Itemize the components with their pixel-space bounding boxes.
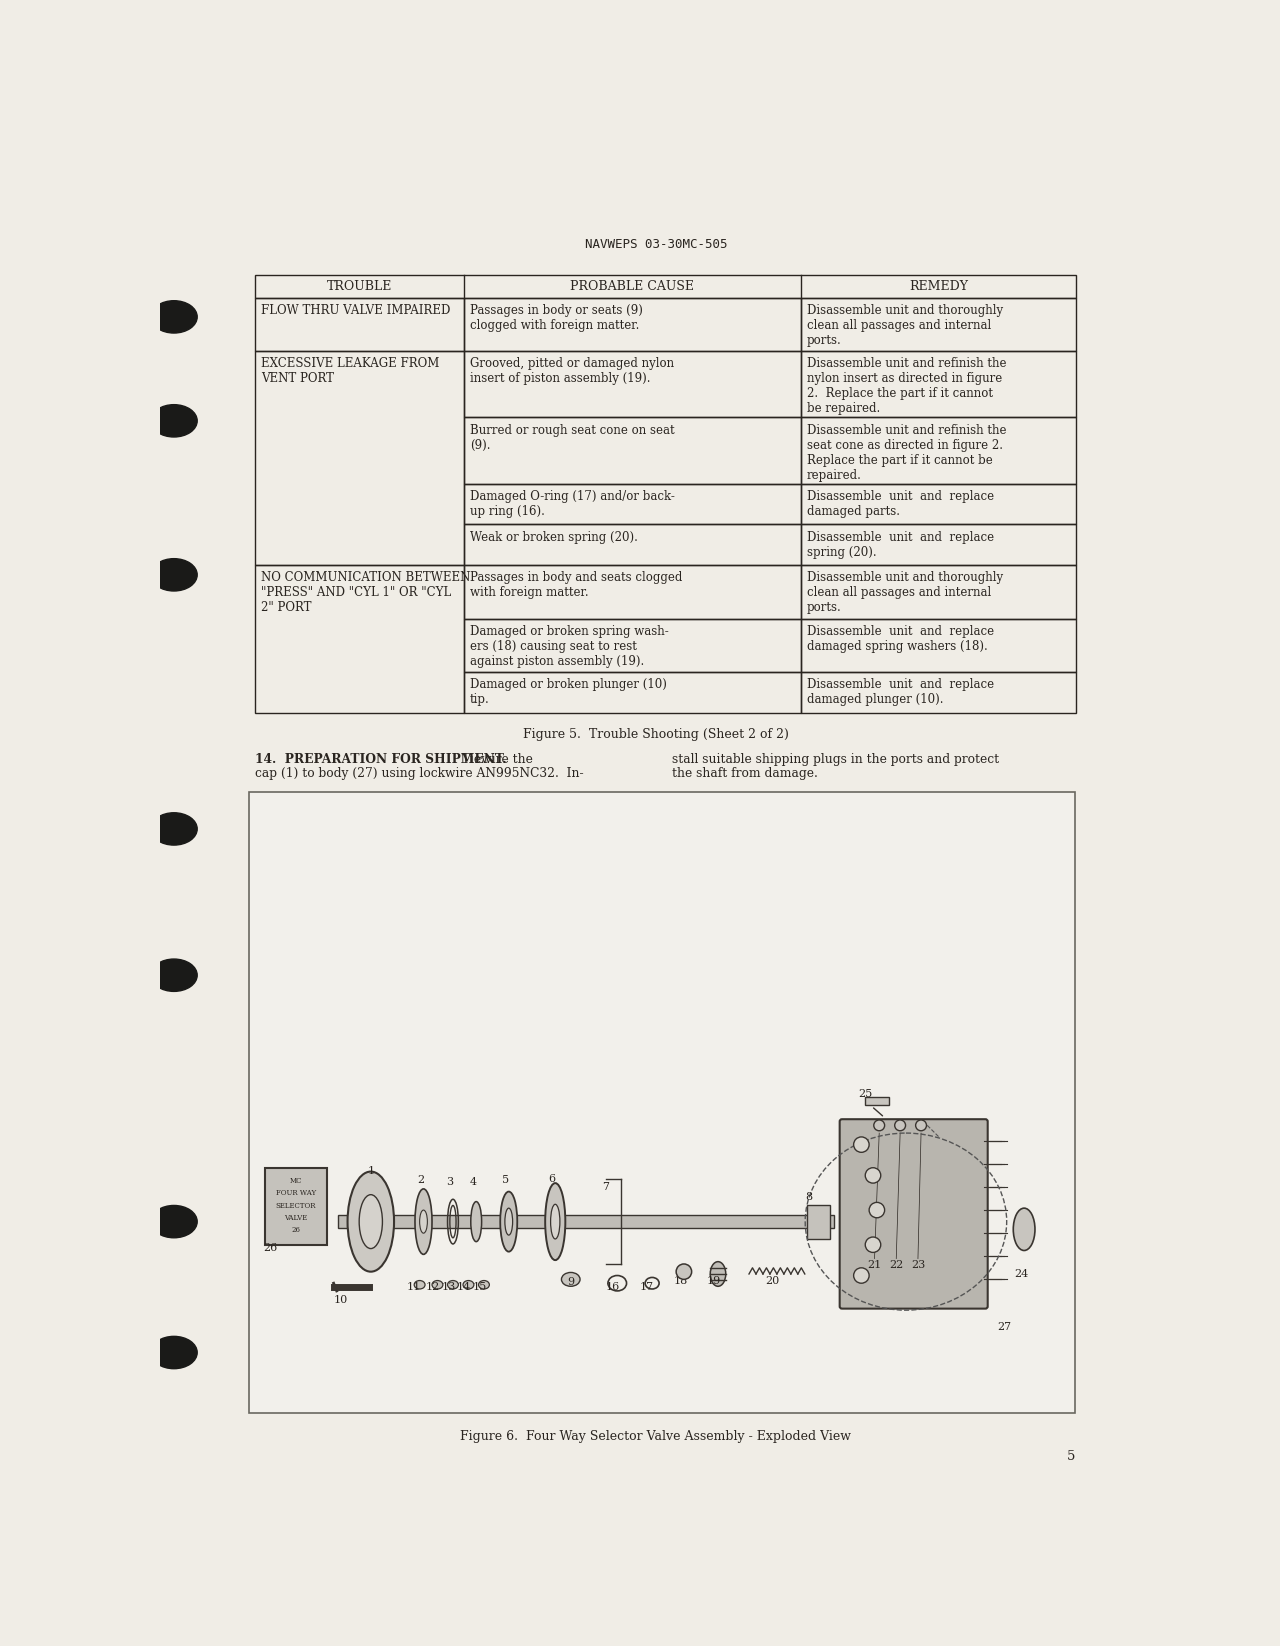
Bar: [801, 298, 1076, 351]
Text: EXCESSIVE LEAKAGE FROM
VENT PORT: EXCESSIVE LEAKAGE FROM VENT PORT: [261, 357, 439, 385]
Ellipse shape: [545, 1183, 566, 1261]
Text: Weak or broken spring (20).: Weak or broken spring (20).: [470, 530, 637, 543]
Text: NO COMMUNICATION BETWEEN
"PRESS" AND "CYL 1" OR "CYL
2" PORT: NO COMMUNICATION BETWEEN "PRESS" AND "CY…: [261, 571, 470, 614]
Ellipse shape: [151, 813, 197, 844]
Text: 24: 24: [1015, 1269, 1029, 1279]
Circle shape: [854, 1137, 869, 1152]
Text: Disassemble  unit  and  replace
spring (20).: Disassemble unit and replace spring (20)…: [808, 530, 995, 558]
Ellipse shape: [710, 1262, 726, 1286]
Bar: [463, 565, 801, 619]
Bar: [250, 792, 1074, 1412]
Bar: [801, 484, 1076, 525]
Ellipse shape: [500, 1192, 517, 1251]
Text: Disassemble unit and thoroughly
clean all passages and internal
ports.: Disassemble unit and thoroughly clean al…: [808, 571, 1004, 614]
Bar: [463, 484, 801, 525]
Text: 23: 23: [911, 1261, 925, 1271]
Text: Grooved, pitted or damaged nylon
insert of piston assembly (19).: Grooved, pitted or damaged nylon insert …: [470, 357, 675, 385]
Bar: [463, 525, 801, 565]
Text: Passages in body and seats clogged
with foreign matter.: Passages in body and seats clogged with …: [470, 571, 682, 599]
Text: 2: 2: [417, 1175, 424, 1185]
Text: SELECTOR: SELECTOR: [275, 1202, 316, 1210]
Text: 13: 13: [442, 1282, 456, 1292]
Bar: [865, 1096, 888, 1104]
Text: Disassemble  unit  and  replace
damaged plunger (10).: Disassemble unit and replace damaged plu…: [808, 678, 995, 706]
Text: 20: 20: [765, 1276, 780, 1286]
Text: Passages in body or seats (9)
clogged with foreign matter.: Passages in body or seats (9) clogged wi…: [470, 305, 643, 332]
Text: 16: 16: [605, 1282, 620, 1292]
Bar: [463, 298, 801, 351]
Ellipse shape: [415, 1281, 425, 1289]
Ellipse shape: [463, 1281, 474, 1289]
Text: 22: 22: [890, 1261, 904, 1271]
Text: 25: 25: [858, 1090, 873, 1100]
Circle shape: [854, 1267, 869, 1284]
Bar: [808, 1205, 831, 1238]
Bar: [255, 565, 463, 713]
Text: PROBABLE CAUSE: PROBABLE CAUSE: [571, 280, 694, 293]
Bar: [801, 565, 1076, 619]
Ellipse shape: [360, 1195, 383, 1249]
Text: FLOW THRU VALVE IMPAIRED: FLOW THRU VALVE IMPAIRED: [261, 305, 451, 316]
Text: 5: 5: [1066, 1450, 1075, 1463]
Text: Disassemble  unit  and  replace
damaged parts.: Disassemble unit and replace damaged par…: [808, 491, 995, 518]
Circle shape: [865, 1238, 881, 1253]
Text: 14.  PREPARATION FOR SHIPMENT.: 14. PREPARATION FOR SHIPMENT.: [255, 754, 506, 765]
Text: Damaged or broken plunger (10)
tip.: Damaged or broken plunger (10) tip.: [470, 678, 667, 706]
Text: Burred or rough seat cone on seat
(9).: Burred or rough seat cone on seat (9).: [470, 423, 675, 451]
Text: 27: 27: [997, 1322, 1011, 1332]
FancyBboxPatch shape: [840, 1119, 988, 1309]
Ellipse shape: [151, 405, 197, 436]
Text: 5: 5: [502, 1175, 509, 1185]
Bar: [463, 672, 801, 713]
Text: Disassemble unit and refinish the
nylon insert as directed in figure
2.  Replace: Disassemble unit and refinish the nylon …: [808, 357, 1006, 415]
Text: 3: 3: [447, 1177, 453, 1187]
Ellipse shape: [471, 1202, 481, 1241]
Ellipse shape: [433, 1281, 443, 1289]
Text: 8: 8: [805, 1192, 813, 1202]
Text: Tiewire the: Tiewire the: [454, 754, 534, 765]
Ellipse shape: [151, 960, 197, 991]
Text: TROUBLE: TROUBLE: [326, 280, 392, 293]
Circle shape: [869, 1202, 884, 1218]
Text: 9: 9: [567, 1277, 575, 1287]
Text: 14: 14: [457, 1282, 471, 1292]
Ellipse shape: [420, 1210, 428, 1233]
Text: 17: 17: [640, 1282, 654, 1292]
Text: Figure 6.  Four Way Selector Valve Assembly - Exploded View: Figure 6. Four Way Selector Valve Assemb…: [461, 1429, 851, 1442]
Text: stall suitable shipping plugs in the ports and protect: stall suitable shipping plugs in the por…: [672, 754, 998, 765]
Text: REMEDY: REMEDY: [909, 280, 968, 293]
Text: 26: 26: [262, 1243, 278, 1253]
Text: 7: 7: [602, 1182, 609, 1192]
Text: 21: 21: [868, 1261, 882, 1271]
Text: VALVE: VALVE: [284, 1213, 307, 1221]
Text: MC: MC: [289, 1177, 302, 1185]
Circle shape: [915, 1119, 927, 1131]
Ellipse shape: [562, 1272, 580, 1286]
Bar: [801, 525, 1076, 565]
Bar: [463, 351, 801, 418]
Text: 15: 15: [472, 1282, 486, 1292]
Text: Damaged or broken spring wash-
ers (18) causing seat to rest
against piston asse: Damaged or broken spring wash- ers (18) …: [470, 625, 668, 668]
Text: Damaged O-ring (17) and/or back-
up ring (16).: Damaged O-ring (17) and/or back- up ring…: [470, 491, 675, 518]
Bar: [463, 619, 801, 672]
Ellipse shape: [151, 301, 197, 332]
Ellipse shape: [348, 1172, 394, 1272]
Circle shape: [895, 1119, 905, 1131]
Circle shape: [874, 1119, 884, 1131]
Text: Disassemble  unit  and  replace
damaged spring washers (18).: Disassemble unit and replace damaged spr…: [808, 625, 995, 653]
Bar: [255, 298, 463, 351]
Bar: [463, 418, 801, 484]
Text: NAVWEPS 03-30MC-505: NAVWEPS 03-30MC-505: [585, 237, 727, 250]
Text: Disassemble unit and refinish the
seat cone as directed in figure 2.
Replace the: Disassemble unit and refinish the seat c…: [808, 423, 1006, 482]
Bar: [255, 275, 1076, 298]
Text: 10: 10: [334, 1295, 348, 1305]
Ellipse shape: [1014, 1208, 1036, 1251]
Bar: [801, 672, 1076, 713]
Ellipse shape: [448, 1281, 458, 1289]
Ellipse shape: [151, 558, 197, 591]
Bar: [265, 1167, 326, 1244]
Bar: [255, 351, 463, 565]
Ellipse shape: [151, 1337, 197, 1369]
Bar: [801, 351, 1076, 418]
Ellipse shape: [479, 1281, 489, 1289]
